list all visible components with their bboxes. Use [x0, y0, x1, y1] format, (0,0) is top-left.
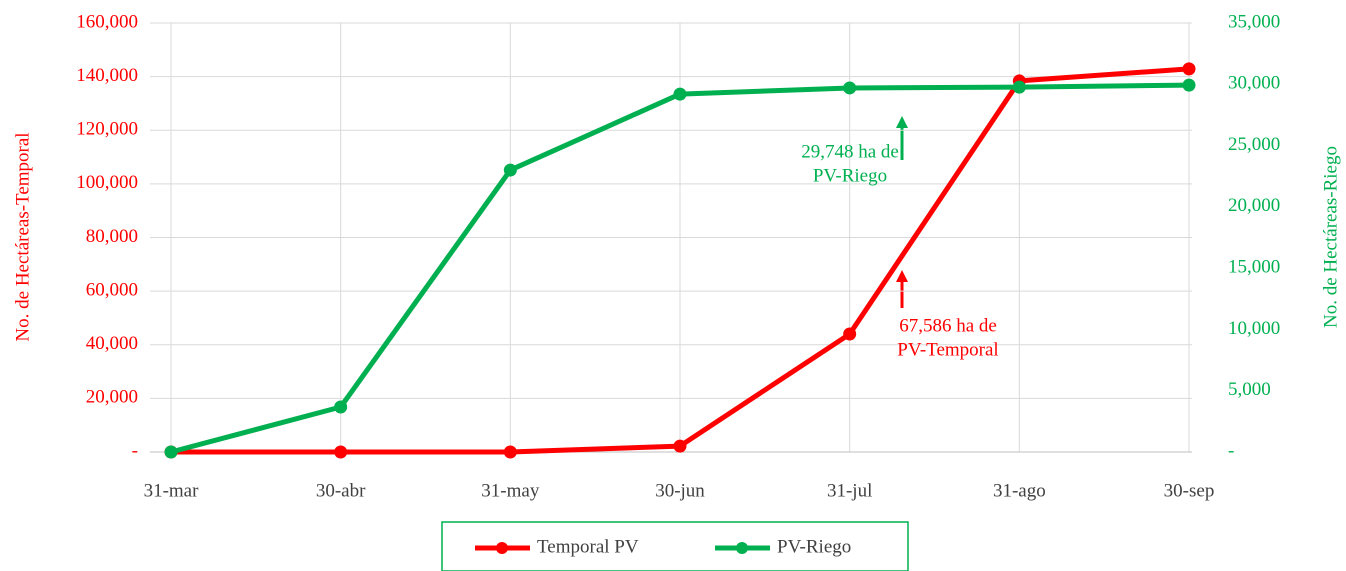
y-tick-label: 80,000 [86, 226, 138, 247]
x-tick-label: 30-jun [655, 480, 705, 501]
data-point [1182, 62, 1196, 76]
data-point [334, 400, 348, 414]
y2-tick-label: 20,000 [1228, 195, 1280, 216]
data-point [503, 445, 517, 459]
y2-tick-label: 5,000 [1228, 379, 1271, 400]
legend-label: Temporal PV [537, 536, 639, 557]
annotation-arrowhead [896, 270, 908, 282]
y-tick-label: 100,000 [76, 172, 138, 193]
annotation: 29,748 ha de [801, 141, 899, 162]
data-point [673, 87, 687, 101]
x-tick-label: 31-may [481, 480, 540, 501]
y-tick-label: 160,000 [76, 11, 138, 32]
legend-marker [736, 542, 748, 554]
annotation: PV-Temporal [897, 339, 998, 360]
data-point [334, 445, 348, 459]
data-point [843, 327, 857, 341]
data-point [164, 445, 178, 459]
data-point [1012, 80, 1026, 94]
y2-tick-label: 15,000 [1228, 257, 1280, 278]
x-tick-label: 30-sep [1164, 480, 1215, 501]
data-point [1182, 78, 1196, 92]
x-tick-label: 31-ago [993, 480, 1046, 501]
y-tick-label: 20,000 [86, 387, 138, 408]
y2-tick-label: 30,000 [1228, 73, 1280, 94]
y-tick-label: 40,000 [86, 333, 138, 354]
legend-box [441, 521, 909, 571]
y-axis-title: No. de Hectáreas-Temporal [12, 132, 33, 341]
y2-tick-label: 10,000 [1228, 318, 1280, 339]
legend-label: PV-Riego [777, 536, 851, 557]
data-point [843, 81, 857, 95]
x-tick-label: 30-abr [316, 480, 366, 501]
annotation: PV-Riego [813, 165, 887, 186]
y2-tick-label: - [1228, 440, 1234, 461]
y2-axis-title: No. de Hectáreas-Riego [1320, 146, 1341, 328]
y-tick-label: 120,000 [76, 119, 138, 140]
y-tick-label: 140,000 [76, 65, 138, 86]
data-point [503, 163, 517, 177]
legend-marker [496, 542, 508, 554]
y-tick-label: - [132, 440, 138, 461]
x-tick-label: 31-mar [144, 480, 200, 501]
y2-tick-label: 25,000 [1228, 134, 1280, 155]
annotation-arrowhead [896, 116, 908, 128]
annotation: 67,586 ha de [899, 315, 997, 336]
x-tick-label: 31-jul [827, 480, 872, 501]
data-point [673, 439, 687, 453]
y-tick-label: 60,000 [86, 279, 138, 300]
y2-tick-label: 35,000 [1228, 11, 1280, 32]
